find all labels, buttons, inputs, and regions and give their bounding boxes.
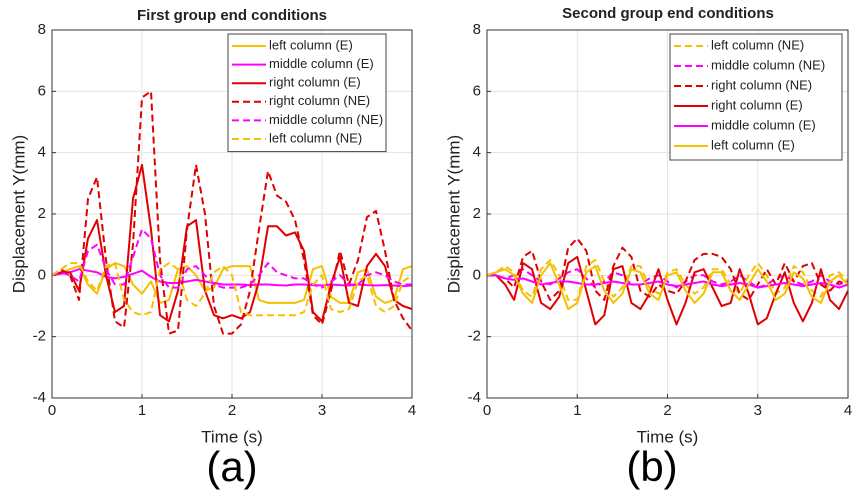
legend-label: right column (NE)	[711, 77, 812, 92]
axes-frame	[486, 29, 849, 399]
data-line	[51, 163, 413, 323]
y-tick-label: 0	[38, 266, 46, 283]
y-tick-label: 6	[473, 82, 481, 99]
axes-frame	[51, 29, 413, 399]
legend-label: right column (E)	[269, 75, 361, 90]
y-tick-label: -2	[468, 328, 481, 345]
x-tick-label: 0	[483, 402, 491, 419]
x-tick-label: 1	[138, 402, 146, 419]
x-tick-label: 2	[228, 402, 236, 419]
x-tick-label: 3	[318, 402, 326, 419]
y-tick-label: 4	[473, 144, 481, 161]
chart-title: Second group end conditions	[562, 5, 774, 22]
data-line	[486, 262, 849, 311]
x-tick-label: 4	[408, 402, 416, 419]
chart-title: First group end conditions	[137, 7, 327, 24]
y-tick-label: 2	[38, 205, 46, 222]
x-tick-label: 1	[573, 402, 581, 419]
x-axis-label: Time (s)	[201, 427, 263, 446]
y-tick-label: 2	[473, 205, 481, 222]
x-tick-label: 4	[844, 402, 852, 419]
data-line	[487, 274, 849, 289]
data-line	[51, 262, 413, 317]
panel-label: (a)	[206, 443, 257, 490]
legend-box	[669, 33, 843, 161]
data-line	[487, 237, 849, 301]
legend-label: middle column (E)	[269, 56, 374, 71]
y-tick-label: 4	[38, 144, 46, 161]
y-tick-label: -2	[33, 328, 46, 345]
legend-label: middle column (NE)	[269, 112, 383, 127]
x-axis-label: Time (s)	[637, 427, 699, 446]
legend-label: left column (E)	[269, 37, 353, 52]
x-tick-label: 0	[48, 402, 56, 419]
x-tick-label: 2	[663, 402, 671, 419]
legend-label: left column (E)	[711, 137, 795, 152]
y-tick-label: -4	[468, 389, 481, 406]
y-tick-label: 8	[38, 21, 46, 38]
y-tick-label: 6	[38, 82, 46, 99]
legend-box	[227, 33, 387, 153]
x-tick-label: 3	[754, 402, 762, 419]
y-tick-label: 0	[473, 266, 481, 283]
y-axis-label: Displacement Y(mm)	[444, 135, 463, 293]
y-tick-label: 8	[473, 21, 481, 38]
legend-label: right column (E)	[711, 97, 803, 112]
data-line	[51, 228, 412, 289]
data-line	[51, 90, 413, 335]
y-tick-label: -4	[33, 389, 46, 406]
legend-label: middle column (NE)	[711, 57, 825, 72]
panel-label: (b)	[626, 443, 677, 490]
data-line	[51, 262, 413, 304]
y-axis-label: Displacement Y(mm)	[9, 135, 28, 293]
legend-label: left column (NE)	[269, 130, 362, 145]
data-line	[486, 259, 849, 301]
legend-label: middle column (E)	[711, 117, 816, 132]
legend-label: left column (NE)	[711, 37, 804, 52]
legend-label: right column (NE)	[269, 93, 370, 108]
